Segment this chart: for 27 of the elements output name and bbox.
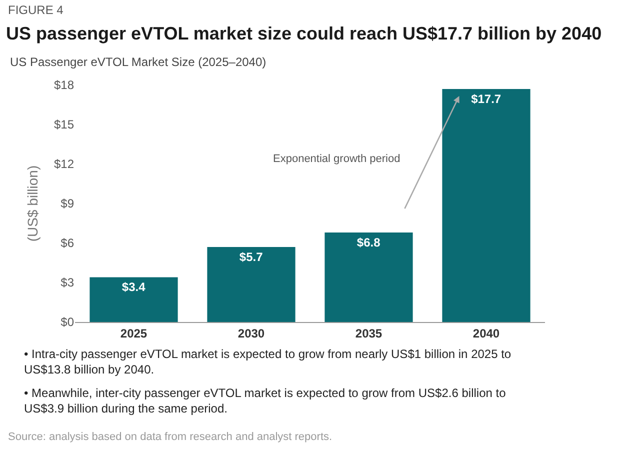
y-axis-title: (US$ billion) <box>24 165 41 242</box>
text: • Meanwhile, inter-city passenger eVTOL market is expected to grow from US$2.6 billion to US$3.9 billion during the same period. <box>24 386 506 416</box>
y-tick-label: $18 <box>54 78 74 92</box>
y-tick-label: $6 <box>60 236 74 250</box>
annotation: Exponential growth period <box>273 153 400 165</box>
caption: FIGURE 4 <box>8 3 64 17</box>
source-note: Source: analysis based on data from research and analyst reports. <box>8 431 332 443</box>
y-tick-label: $3 <box>60 276 74 290</box>
text: • Intra-city passenger eVTOL market is expected to grow from nearly US$1 billion in 2025 to US$13.8 billion by 2040. <box>24 347 512 377</box>
x-tick-label: 2035 <box>355 326 382 340</box>
y-tick-label: $9 <box>60 196 74 211</box>
x-tick-label: 2030 <box>238 326 265 340</box>
x-tick-label: 2025 <box>120 326 148 340</box>
bar <box>324 232 413 322</box>
y-tick-label: $0 <box>60 315 74 330</box>
chart-title: US passenger eVTOL market size could reach US$17.7 billion by 2040 <box>6 23 602 44</box>
y-tick-label: $12 <box>54 157 74 172</box>
bar <box>442 88 530 322</box>
bar <box>207 246 296 322</box>
y-tick-label: $15 <box>54 118 74 132</box>
data-label: $5.7 <box>239 250 264 264</box>
bar <box>90 277 178 322</box>
chart-subtitle: US Passenger eVTOL Market Size (2025–2040) <box>10 55 266 69</box>
data-label: $17.7 <box>471 92 502 106</box>
x-tick-label: 2040 <box>472 326 500 340</box>
data-label: $6.8 <box>356 235 381 250</box>
data-label: $3.4 <box>122 280 146 294</box>
